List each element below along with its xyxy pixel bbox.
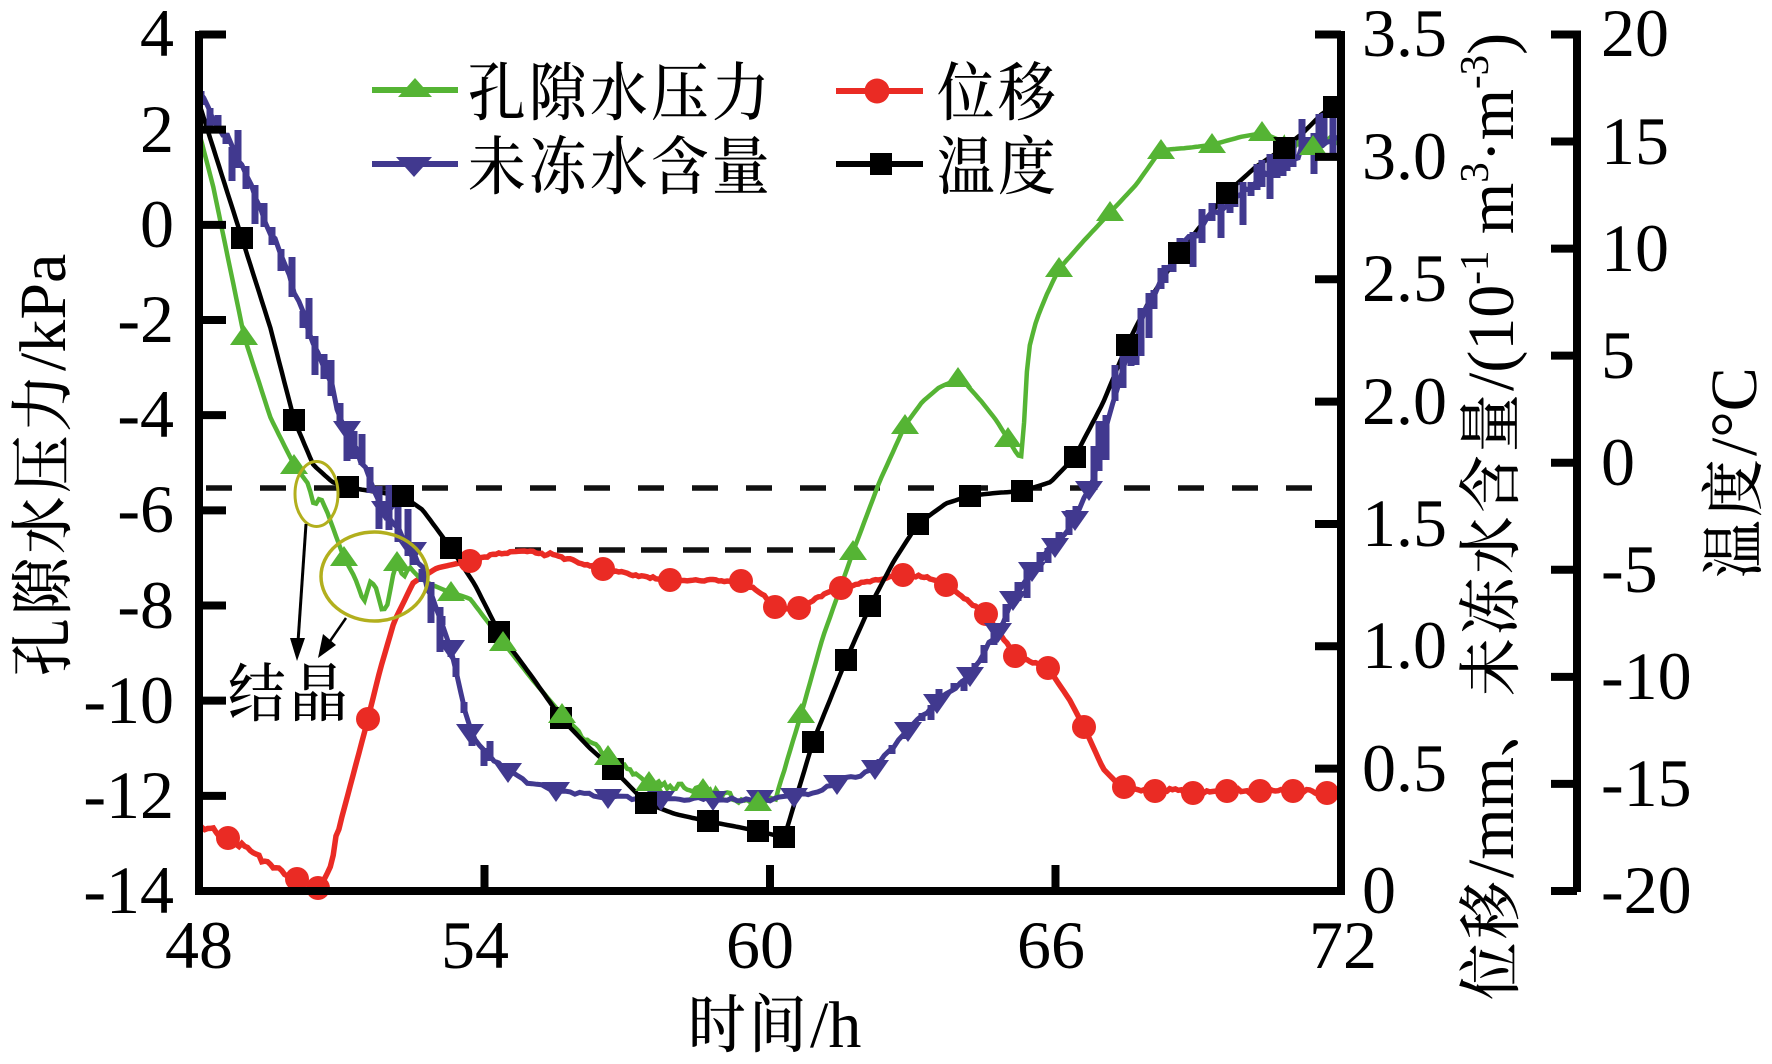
svg-text:10: 10: [1601, 210, 1669, 286]
svg-text:2.5: 2.5: [1362, 240, 1447, 316]
svg-text:15: 15: [1601, 103, 1669, 179]
svg-text:54: 54: [441, 907, 509, 983]
svg-text:0: 0: [140, 186, 174, 262]
svg-text:72: 72: [1309, 907, 1377, 983]
svg-text:-10: -10: [83, 662, 174, 738]
svg-text:-12: -12: [83, 757, 174, 833]
svg-text:-10: -10: [1601, 638, 1692, 714]
svg-text:-2: -2: [117, 281, 174, 357]
svg-text:66: 66: [1017, 907, 1085, 983]
svg-text:0: 0: [1601, 424, 1635, 500]
svg-text:1.0: 1.0: [1362, 607, 1447, 683]
svg-text:60: 60: [726, 907, 794, 983]
svg-text:48: 48: [165, 907, 233, 983]
svg-text:5: 5: [1601, 317, 1635, 393]
svg-text:-5: -5: [1601, 531, 1658, 607]
svg-text:2.0: 2.0: [1362, 363, 1447, 439]
svg-text:1.5: 1.5: [1362, 485, 1447, 561]
svg-text:2: 2: [140, 91, 174, 167]
svg-text:3.0: 3.0: [1362, 118, 1447, 194]
svg-text:0: 0: [1362, 852, 1396, 928]
svg-text:20: 20: [1601, 0, 1669, 71]
svg-text:-6: -6: [117, 471, 174, 547]
svg-text:-15: -15: [1601, 745, 1692, 821]
svg-text:-20: -20: [1601, 852, 1692, 928]
svg-text:4: 4: [140, 0, 174, 71]
svg-text:3.5: 3.5: [1362, 0, 1447, 71]
svg-text:-8: -8: [117, 567, 174, 643]
svg-text:-4: -4: [117, 376, 174, 452]
svg-text:0.5: 0.5: [1362, 730, 1447, 806]
svg-text:-14: -14: [83, 852, 174, 928]
